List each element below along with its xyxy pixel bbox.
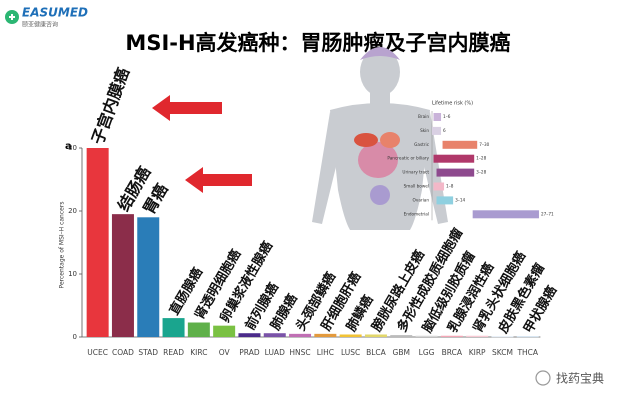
range-label: 6: [443, 128, 446, 133]
x-tick-label: UCEC: [87, 348, 108, 357]
range-bar: [436, 168, 475, 177]
inset-category: Endometrial: [404, 211, 429, 216]
range-bar: [472, 210, 539, 219]
bar: [415, 335, 438, 337]
inset-category: Pancreatic or biliary: [387, 156, 429, 161]
inset-category: Skin: [420, 128, 429, 133]
bar: [263, 333, 286, 337]
arrow: [185, 167, 252, 193]
bar: [314, 333, 337, 337]
y-tick-label: 20: [68, 207, 77, 215]
range-label: 27–71: [541, 211, 554, 216]
x-tick-label: HNSC: [289, 348, 310, 357]
bar: [289, 333, 312, 337]
inset-category: Urinary tract: [402, 170, 429, 175]
x-tick-label: LIHC: [317, 348, 334, 357]
inset-category: Brain: [418, 114, 429, 119]
range-bar: [433, 154, 475, 163]
x-tick-label: THCA: [516, 348, 538, 357]
x-tick-label: LUSC: [341, 348, 360, 357]
bar: [339, 334, 362, 337]
watermark-icon: [535, 370, 551, 386]
bar: [86, 148, 109, 337]
bar: [440, 335, 463, 337]
y-tick-label: 0: [73, 333, 77, 341]
logo-cross: [9, 14, 15, 20]
range-bar: [436, 196, 454, 205]
range-label: 1–8: [446, 184, 454, 189]
bar: [213, 325, 236, 337]
y-axis-title: Percentage of MSI–H cancers: [59, 202, 66, 289]
inset-category: Small bowel: [404, 184, 429, 189]
x-tick-label: READ: [163, 348, 184, 357]
bar: [491, 336, 514, 338]
range-label: 1–6: [443, 114, 451, 119]
x-tick-label: SKCM: [492, 348, 513, 357]
x-tick-label: GBM: [393, 348, 410, 357]
panel-label: a: [65, 141, 72, 152]
x-tick-label: STAD: [138, 348, 158, 357]
logo: EASUMED: [22, 6, 88, 20]
bar: [111, 214, 134, 337]
x-tick-label: BLCA: [366, 348, 387, 357]
watermark: 找药宝典: [556, 372, 604, 386]
bar: [187, 322, 210, 337]
anatomy: [312, 47, 448, 230]
logo-sub: 颐亚健康咨询: [22, 21, 58, 29]
slide-title: MSI-H高发癌种：胃肠肿瘤及子宫内膜癌: [125, 31, 510, 55]
bar: [390, 335, 413, 337]
bar: [516, 336, 539, 338]
x-tick-label: BRCA: [442, 348, 463, 357]
x-tick-label: KIRP: [469, 348, 486, 357]
bar: [364, 334, 387, 337]
bar: [137, 217, 160, 337]
inset-category: Gastric: [414, 142, 430, 147]
range-bar: [433, 182, 445, 191]
x-tick-label: COAD: [112, 348, 134, 357]
inset-title: Lifetime risk (%): [432, 101, 473, 107]
x-tick-label: KIRC: [190, 348, 207, 357]
range-label: 3–14: [455, 197, 465, 202]
inset-category: Ovarian: [413, 197, 430, 202]
x-tick-label: LUAD: [265, 348, 285, 357]
bar: [238, 333, 261, 337]
range-label: 7–30: [479, 142, 489, 147]
range-bar: [432, 126, 442, 135]
range-label: 3–28: [476, 170, 486, 175]
bar: [162, 318, 185, 337]
arrow: [152, 95, 222, 121]
y-tick-label: 10: [68, 270, 77, 278]
x-tick-label: OV: [219, 348, 231, 357]
range-label: 1–28: [476, 156, 486, 161]
x-tick-label: PRAD: [239, 348, 260, 357]
range-bar: [433, 113, 442, 121]
y-tick-label: 30: [68, 144, 77, 152]
range-bar: [442, 140, 478, 149]
x-tick-label: LGG: [419, 348, 435, 357]
bar: [466, 335, 489, 337]
